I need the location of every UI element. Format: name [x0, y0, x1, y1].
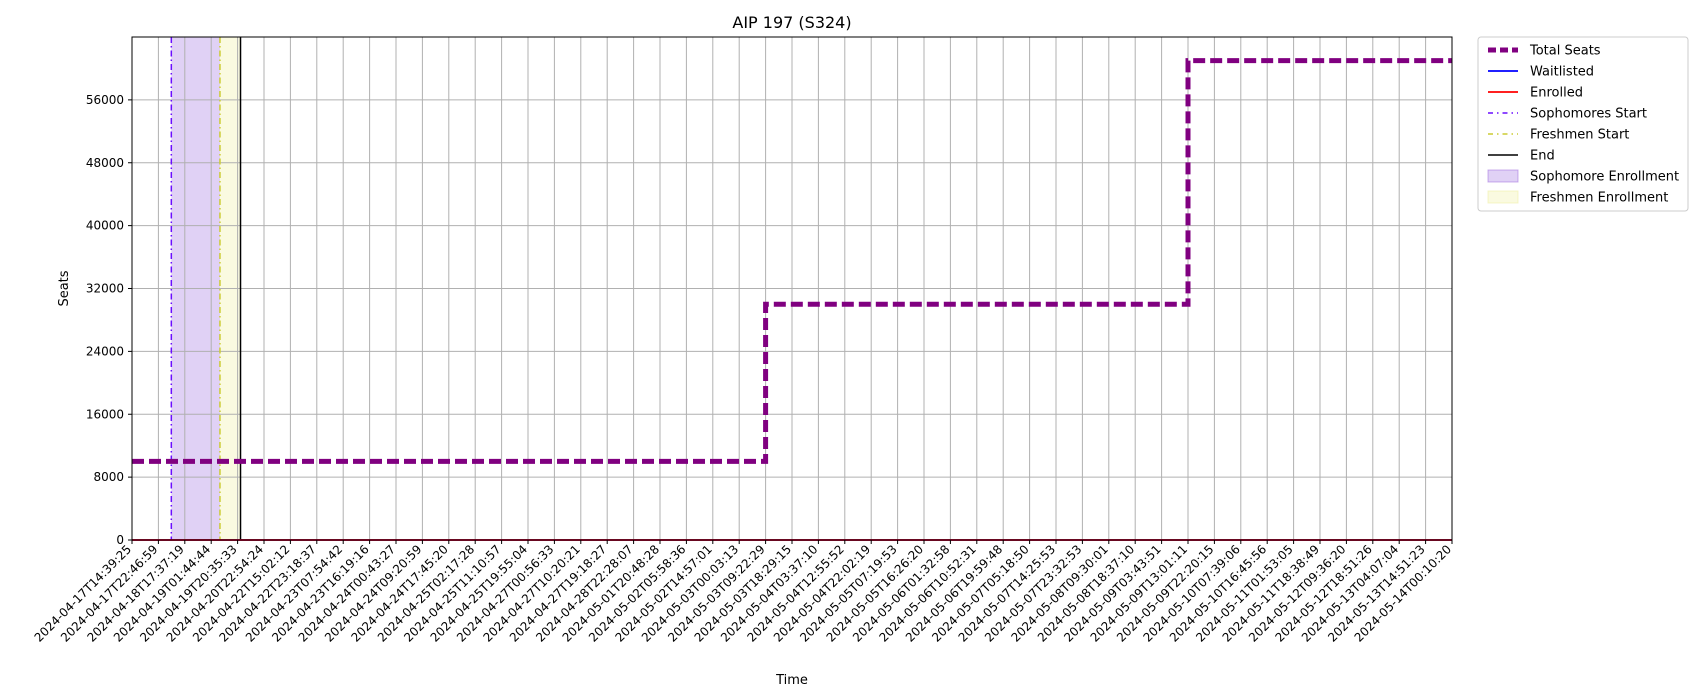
x-axis-ticks: 2024-04-17T14:39:252024-04-17T22:46:5920… — [32, 540, 1454, 645]
period-lines — [170, 37, 242, 540]
legend-label-total-seats: Total Seats — [1529, 44, 1601, 59]
y-axis-label: Seats — [57, 270, 72, 306]
legend-label-waitlisted: Waitlisted — [1530, 65, 1594, 80]
y-tick-label: 8000 — [93, 470, 124, 484]
y-tick-label: 48000 — [86, 156, 124, 170]
legend-swatch-freshmen-enrollment — [1487, 190, 1519, 204]
legend-label-sophomores-start: Sophomores Start — [1530, 107, 1647, 122]
grid — [131, 37, 1453, 541]
legend: Total Seats Waitlisted Enrolled Sophomores … — [1477, 36, 1689, 212]
y-tick-label: 0 — [116, 533, 124, 547]
y-tick-label: 56000 — [86, 93, 124, 107]
series-total-seats — [132, 58, 1452, 464]
chart-title: AIP 197 (S324) — [732, 13, 851, 32]
legend-label-freshmen-enrollment: Freshmen Enrollment — [1530, 191, 1668, 206]
legend-box — [1477, 36, 1689, 212]
y-tick-label: 24000 — [86, 344, 124, 358]
y-tick-label: 32000 — [86, 282, 124, 296]
legend-swatch-sophomore-enrollment — [1487, 169, 1519, 183]
x-axis-label: Time — [775, 673, 808, 688]
y-tick-label: 16000 — [86, 407, 124, 421]
legend-label-enrolled: Enrolled — [1530, 86, 1583, 101]
legend-label-sophomore-enrollment: Sophomore Enrollment — [1530, 170, 1679, 185]
legend-label-freshmen-start: Freshmen Start — [1530, 128, 1629, 143]
y-tick-label: 40000 — [86, 219, 124, 233]
legend-label-end: End — [1530, 149, 1555, 164]
y-axis-ticks: 0 8000 16000 24000 32000 40000 48000 56000 — [86, 93, 132, 547]
